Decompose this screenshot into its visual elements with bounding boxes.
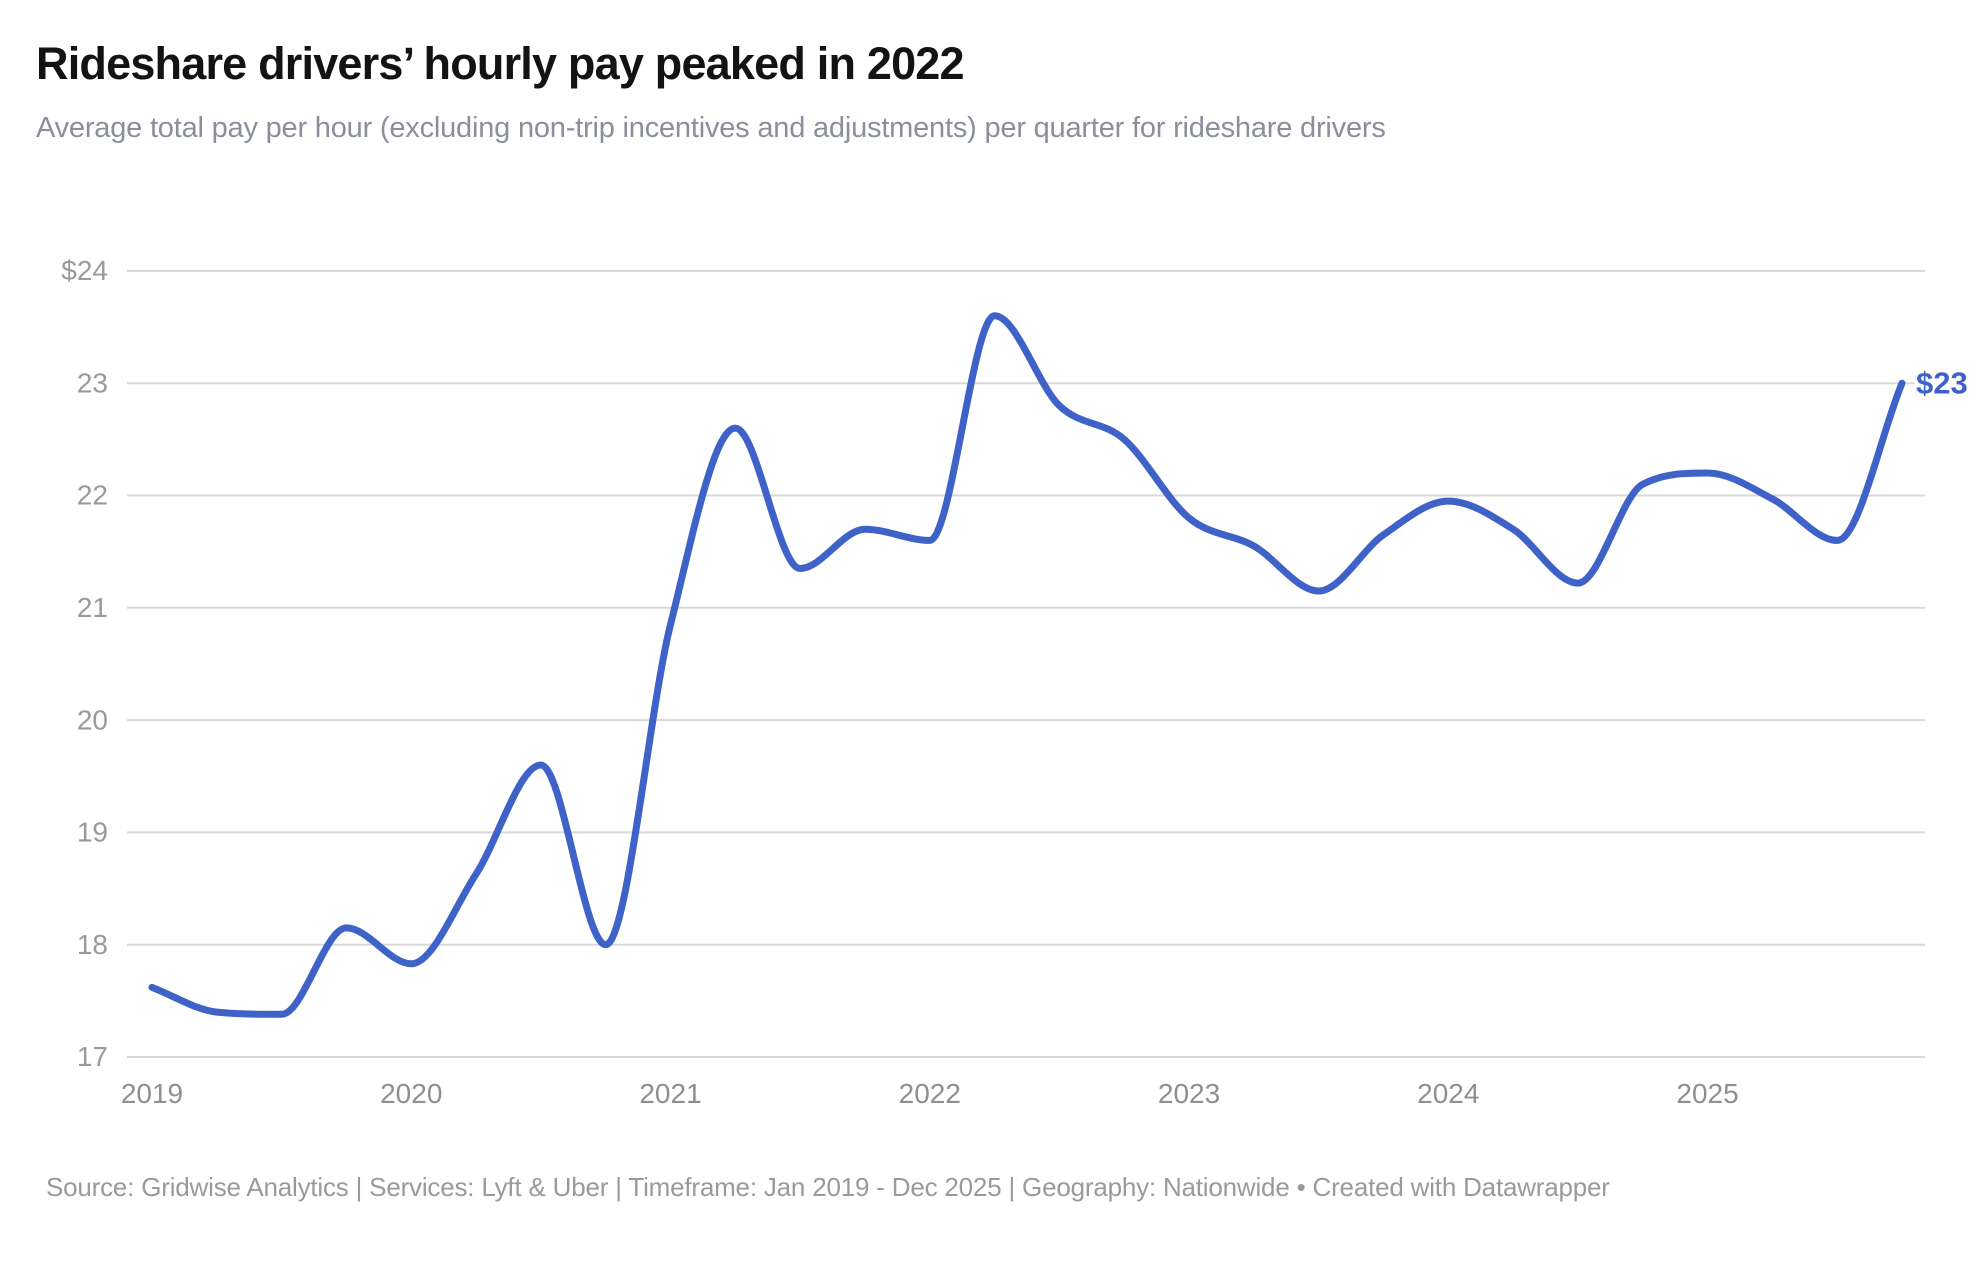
page-title: Rideshare drivers’ hourly pay peaked in … [36,38,965,89]
y-tick-label: 19 [77,817,108,848]
y-tick-label: $24 [61,255,108,286]
end-value-label: $23 [1916,366,1968,401]
y-tick-label: 21 [77,592,108,623]
y-tick-label: 22 [77,480,108,511]
pay-line [148,312,1906,1018]
x-tick-label: 2020 [380,1078,442,1109]
x-tick-label: 2021 [639,1078,701,1109]
source-note: Source: Gridwise Analytics | Services: L… [46,1172,1610,1202]
y-tick-label: 20 [77,704,108,735]
chart-subtitle: Average total pay per hour (excluding no… [36,112,1386,144]
x-tick-label: 2024 [1417,1078,1479,1109]
y-tick-label: 23 [77,367,108,398]
x-tick-label: 2019 [121,1078,183,1109]
x-tick-label: 2025 [1676,1078,1738,1109]
y-tick-label: 17 [77,1041,108,1072]
x-tick-label: 2023 [1158,1078,1220,1109]
y-tick-label: 18 [77,929,108,960]
x-tick-label: 2022 [899,1078,961,1109]
